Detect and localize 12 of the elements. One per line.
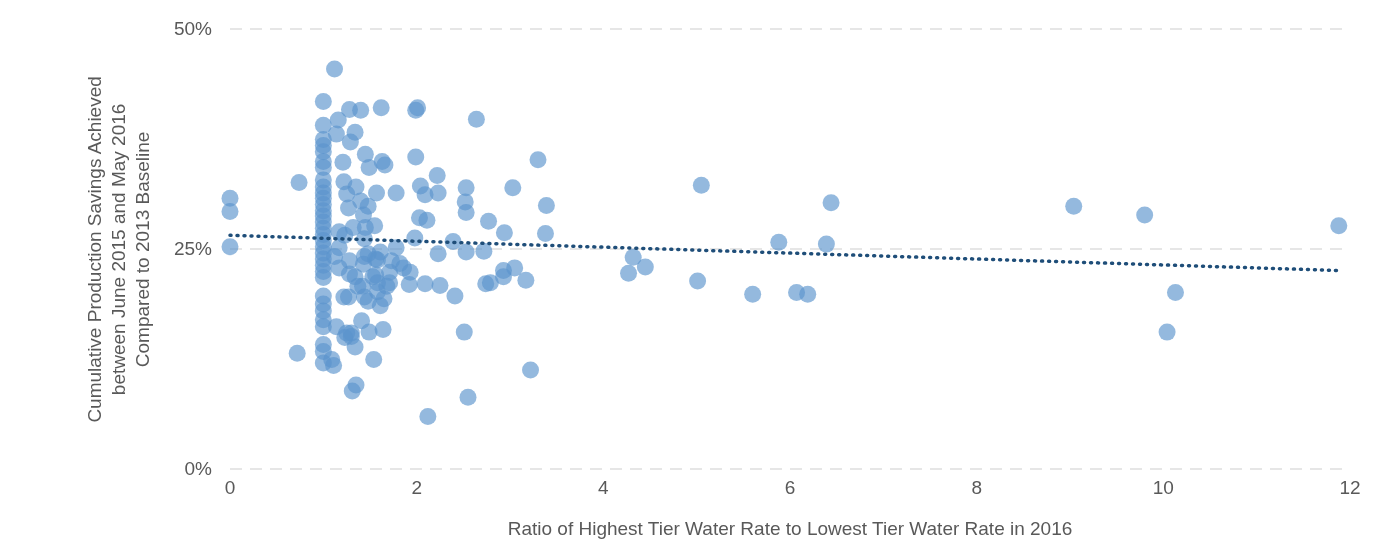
x-tick-label: 4 [598,477,610,499]
y-tick-label: 25% [173,237,213,259]
x-tick-label: 2 [411,477,422,499]
y-axis-title: Cumulative Production Savings Achieved between June 2015 and May 2016 Compared to 2013 Baseline [84,76,153,423]
x-axis-title: Ratio of Highest Tier Water Rate to Lowest Tier Water Rate in 2016 [507,517,1073,539]
y-tick-label: 50% [173,17,213,39]
x-tick-label: 8 [971,477,982,499]
x-tick-label: 0 [224,477,236,499]
y-tick-label: 0% [184,457,213,479]
x-tick-label: 12 [1339,477,1361,499]
x-tick-label: 10 [1152,477,1174,499]
x-tick-label: 6 [784,477,796,499]
